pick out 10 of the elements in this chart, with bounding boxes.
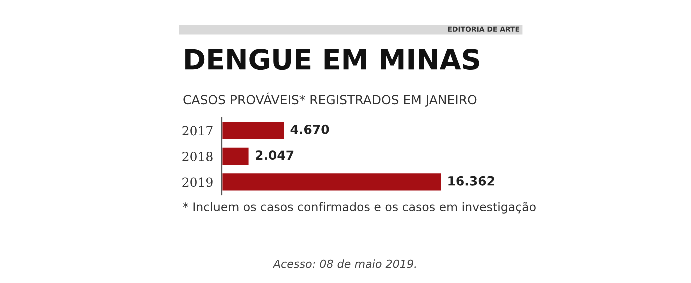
y-tick-label: 2017 [182, 126, 213, 136]
data-label: 2.047 [256, 150, 294, 160]
data-label: 4.670 [290, 124, 330, 134]
data-label: 16.362 [448, 176, 494, 186]
y-tick-label: 2019 [182, 178, 213, 188]
y-tick-label: 2018 [182, 152, 213, 162]
text: * Incluem os casos confirmados e os casos em investigação [183, 202, 536, 214]
chart-subtitle: CASOS PROVÁVEIS* REGISTRADOS EM JANEIRO [184, 92, 477, 107]
chart-title: DENGUE EM MINAS [186, 49, 480, 70]
text: Acesso: 08 de maio 2019. [272, 260, 416, 268]
